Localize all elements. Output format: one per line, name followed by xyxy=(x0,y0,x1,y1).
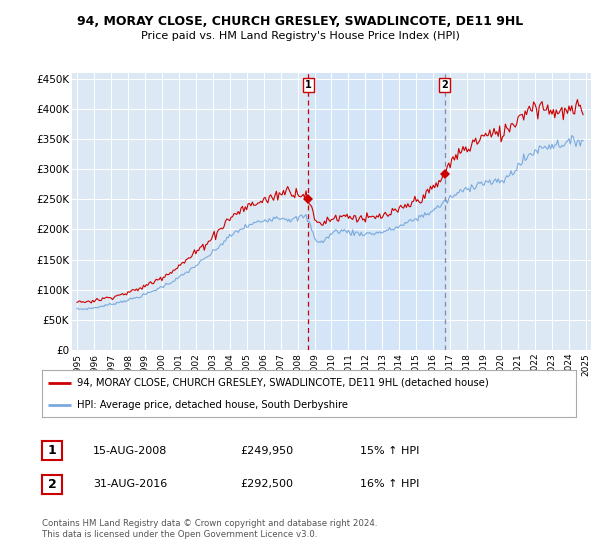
Text: 31-AUG-2016: 31-AUG-2016 xyxy=(93,479,167,489)
Text: Price paid vs. HM Land Registry's House Price Index (HPI): Price paid vs. HM Land Registry's House … xyxy=(140,31,460,41)
Text: 2: 2 xyxy=(47,478,56,491)
Text: 2: 2 xyxy=(441,80,448,90)
Text: Contains HM Land Registry data © Crown copyright and database right 2024.
This d: Contains HM Land Registry data © Crown c… xyxy=(42,520,377,539)
Text: £249,950: £249,950 xyxy=(240,446,293,456)
Text: £292,500: £292,500 xyxy=(240,479,293,489)
Text: 15-AUG-2008: 15-AUG-2008 xyxy=(93,446,167,456)
Text: 16% ↑ HPI: 16% ↑ HPI xyxy=(360,479,419,489)
Text: HPI: Average price, detached house, South Derbyshire: HPI: Average price, detached house, Sout… xyxy=(77,400,348,410)
Text: 94, MORAY CLOSE, CHURCH GRESLEY, SWADLINCOTE, DE11 9HL (detached house): 94, MORAY CLOSE, CHURCH GRESLEY, SWADLIN… xyxy=(77,378,488,388)
Bar xyxy=(308,73,445,350)
Text: 94, MORAY CLOSE, CHURCH GRESLEY, SWADLINCOTE, DE11 9HL: 94, MORAY CLOSE, CHURCH GRESLEY, SWADLIN… xyxy=(77,15,523,28)
Text: 15% ↑ HPI: 15% ↑ HPI xyxy=(360,446,419,456)
Text: 1: 1 xyxy=(305,80,311,90)
Text: 1: 1 xyxy=(47,444,56,458)
